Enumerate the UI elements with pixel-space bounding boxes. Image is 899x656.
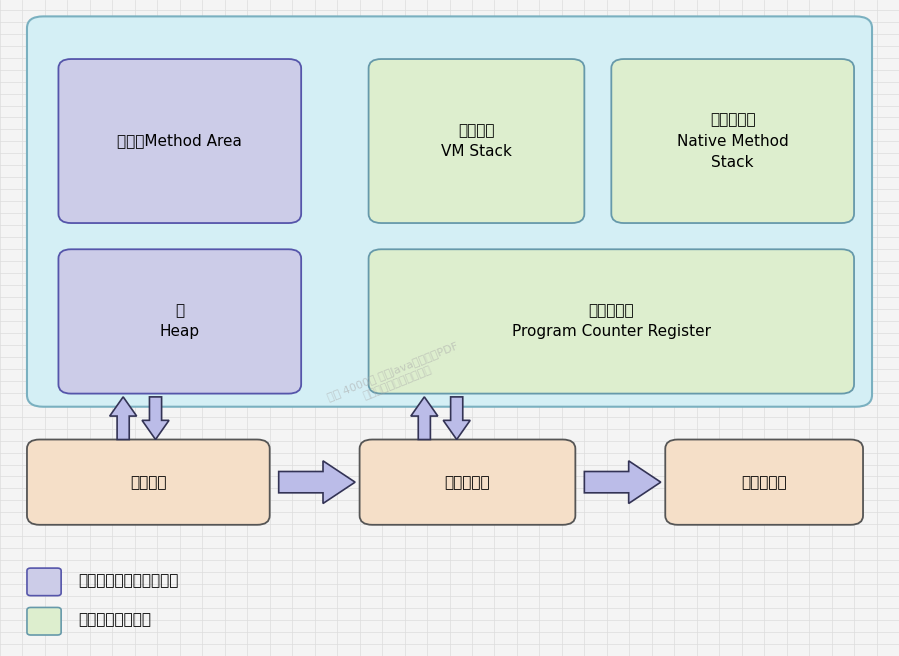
FancyBboxPatch shape [27, 568, 61, 596]
Text: 堆
Heap: 堆 Heap [160, 304, 200, 339]
Polygon shape [142, 397, 169, 440]
FancyBboxPatch shape [27, 440, 270, 525]
FancyBboxPatch shape [369, 249, 854, 394]
Text: 本地方法栈
Native Method
Stack: 本地方法栈 Native Method Stack [677, 113, 788, 169]
FancyBboxPatch shape [360, 440, 575, 525]
Text: 由所有线程共享的数据区: 由所有线程共享的数据区 [78, 573, 179, 588]
Text: 领取 4000页 尼恩Java面试宝典PDF
关注公众号：技术自由圈: 领取 4000页 尼恩Java面试宝典PDF 关注公众号：技术自由圈 [326, 341, 465, 413]
Polygon shape [110, 397, 137, 440]
FancyBboxPatch shape [369, 59, 584, 223]
Text: 线程隔离的数据区: 线程隔离的数据区 [78, 613, 151, 627]
Text: 本地库接口: 本地库接口 [445, 475, 490, 489]
Text: 方法区Method Area: 方法区Method Area [118, 134, 242, 148]
Polygon shape [411, 397, 438, 440]
FancyBboxPatch shape [611, 59, 854, 223]
FancyBboxPatch shape [58, 59, 301, 223]
Text: 本地方法库: 本地方法库 [742, 475, 787, 489]
FancyBboxPatch shape [58, 249, 301, 394]
FancyBboxPatch shape [665, 440, 863, 525]
Polygon shape [584, 461, 661, 504]
FancyBboxPatch shape [27, 16, 872, 407]
Polygon shape [443, 397, 470, 440]
Text: 执行引擎: 执行引擎 [130, 475, 166, 489]
Text: 虚拟机栈
VM Stack: 虚拟机栈 VM Stack [441, 123, 512, 159]
Text: 程序计数器
Program Counter Register: 程序计数器 Program Counter Register [512, 304, 711, 339]
FancyBboxPatch shape [27, 607, 61, 635]
Polygon shape [279, 461, 355, 504]
